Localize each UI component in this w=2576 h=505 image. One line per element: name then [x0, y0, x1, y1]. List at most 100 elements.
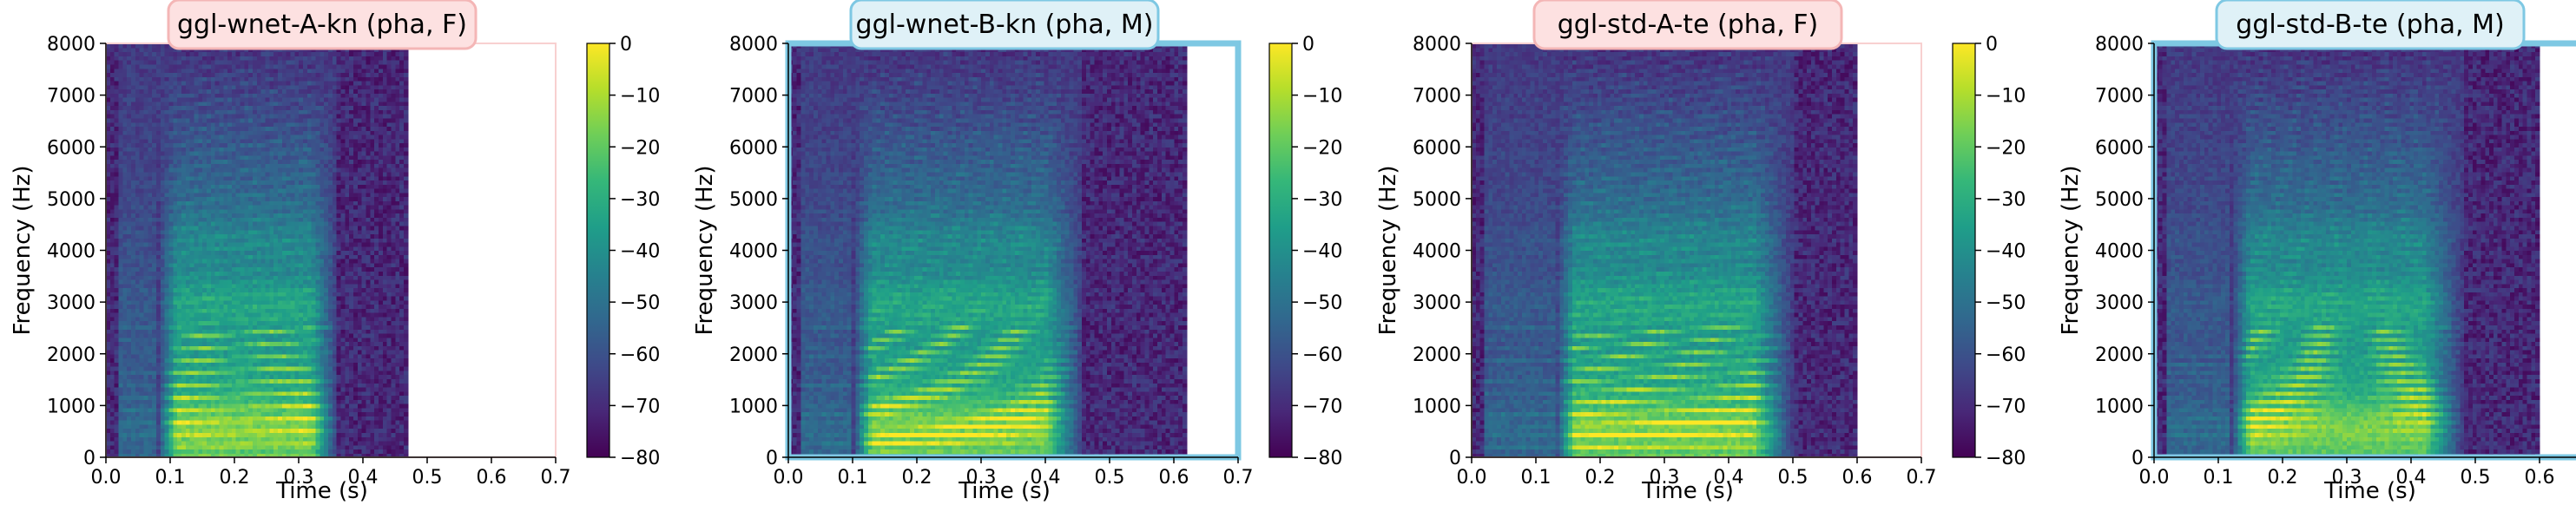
heatmap-cell [115, 449, 119, 454]
heatmap-cell [122, 321, 127, 325]
heatmap-cell [207, 209, 211, 213]
heatmap-cell [169, 263, 174, 267]
heatmap-cell [115, 436, 119, 441]
heatmap-cell [122, 267, 127, 272]
heatmap-cell [131, 296, 135, 300]
heatmap-cell [223, 445, 227, 449]
heatmap-cell [244, 118, 248, 122]
heatmap-cell [190, 200, 194, 205]
heatmap-cell [244, 424, 248, 429]
heatmap-cell [202, 441, 207, 445]
heatmap-cell [152, 358, 156, 363]
heatmap-cell [152, 246, 156, 251]
heatmap-cell [165, 432, 169, 436]
heatmap-cell [198, 308, 202, 312]
heatmap-cell [236, 263, 240, 267]
heatmap-cell [140, 345, 144, 350]
heatmap-cell [177, 321, 181, 325]
heatmap-cell [135, 130, 140, 134]
heatmap-cell [215, 93, 220, 97]
heatmap-cell [119, 184, 123, 188]
heatmap-cell [110, 378, 115, 383]
heatmap-cell [144, 85, 148, 89]
heatmap-cell [131, 52, 135, 56]
heatmap-cell [135, 226, 140, 230]
heatmap-cell [186, 333, 190, 338]
heatmap-cell [211, 184, 215, 188]
heatmap-cell [248, 436, 253, 441]
heatmap-cell [211, 130, 215, 134]
heatmap-cell [115, 109, 119, 114]
heatmap-cell [173, 56, 177, 60]
heatmap-cell [202, 254, 207, 259]
heatmap-cell [169, 416, 174, 420]
heatmap-cell [219, 217, 223, 221]
heatmap-cell [223, 122, 227, 127]
heatmap-cell [190, 134, 194, 139]
heatmap-cell [227, 341, 232, 345]
heatmap-cell [122, 242, 127, 246]
heatmap-cell [244, 267, 248, 272]
heatmap-cell [177, 97, 181, 102]
heatmap-cell [223, 52, 227, 56]
heatmap-cell [186, 184, 190, 188]
heatmap-cell [240, 420, 245, 424]
heatmap-cell [207, 251, 211, 255]
heatmap-cell [202, 139, 207, 143]
heatmap-cell [131, 184, 135, 188]
heatmap-cell [244, 300, 248, 305]
heatmap-cell [186, 56, 190, 60]
heatmap-cell [127, 167, 131, 172]
heatmap-cell [240, 188, 245, 193]
heatmap-cell [173, 69, 177, 73]
heatmap-cell [110, 366, 115, 371]
heatmap-cell [232, 230, 236, 234]
heatmap-cell [219, 213, 223, 218]
heatmap-cell [211, 221, 215, 226]
heatmap-cell [244, 167, 248, 172]
heatmap-cell [135, 449, 140, 454]
heatmap-cell [135, 317, 140, 321]
heatmap-cell [110, 147, 115, 151]
heatmap-cell [186, 226, 190, 230]
heatmap-cell [227, 395, 232, 399]
heatmap-cell [169, 56, 174, 60]
heatmap-cell [215, 230, 220, 234]
heatmap-cell [131, 449, 135, 454]
heatmap-cell [248, 160, 253, 164]
heatmap-cell [253, 312, 257, 317]
heatmap-cell [227, 312, 232, 317]
heatmap-cell [219, 167, 223, 172]
heatmap-cell [202, 221, 207, 226]
heatmap-cell [169, 176, 174, 180]
heatmap-cell [119, 200, 123, 205]
heatmap-cell [152, 399, 156, 403]
heatmap-cell [148, 308, 152, 312]
spectrogram-panel: 0.0 0.1 0.2 0.3 0.4 0.5 0.6 0.70100020003000400… [10, 0, 660, 504]
heatmap-cell [140, 197, 144, 201]
heatmap-cell [194, 200, 198, 205]
heatmap-cell [248, 424, 253, 429]
heatmap-cell [181, 350, 186, 354]
heatmap-cell [253, 358, 257, 363]
heatmap-cell [219, 391, 223, 396]
heatmap-cell [223, 429, 227, 433]
heatmap-cell [122, 230, 127, 234]
heatmap-cell [173, 395, 177, 399]
heatmap-cell [110, 254, 115, 259]
heatmap-cell [135, 329, 140, 333]
heatmap-cell [211, 246, 215, 251]
heatmap-cell [244, 97, 248, 102]
heatmap-cell [173, 184, 177, 188]
heatmap-cell [202, 130, 207, 134]
heatmap-cell [236, 139, 240, 143]
heatmap-cell [110, 325, 115, 329]
heatmap-cell [198, 160, 202, 164]
heatmap-cell [215, 56, 220, 60]
heatmap-cell [202, 193, 207, 197]
heatmap-cell [144, 139, 148, 143]
heatmap-cell [198, 126, 202, 130]
heatmap-cell [240, 163, 245, 167]
heatmap-cell [156, 143, 161, 148]
heatmap-cell [135, 97, 140, 102]
